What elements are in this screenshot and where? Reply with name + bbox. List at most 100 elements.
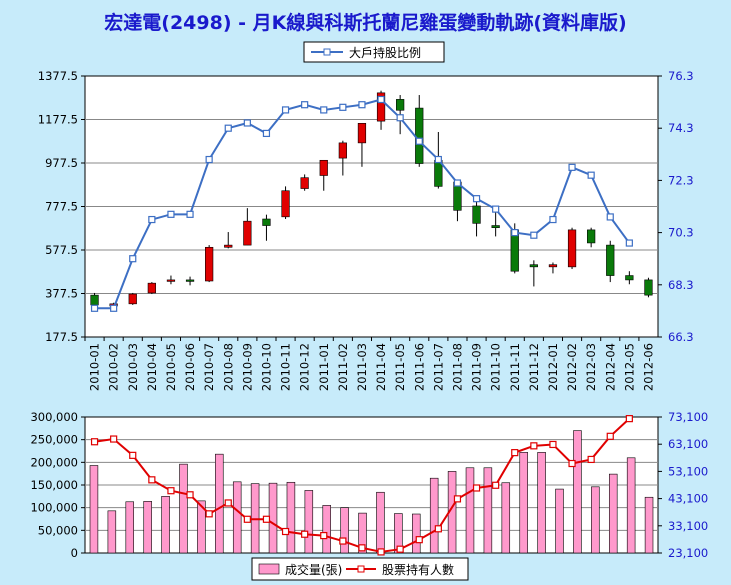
shareholder-point <box>90 438 99 446</box>
x-tick-label: 2010-11 <box>279 343 293 391</box>
bottom-right-tick-label: 53,100 <box>668 464 708 478</box>
top-legend: 大戶持股比例 <box>303 41 445 63</box>
volume-bar <box>161 496 170 554</box>
x-tick-label: 2012-06 <box>641 343 655 391</box>
candle-body <box>396 99 405 111</box>
holder-ratio-point <box>243 119 251 127</box>
shareholder-point <box>129 451 137 459</box>
bottom-legend-volume-label: 成交量(張) <box>285 562 342 577</box>
shareholder-point <box>377 548 385 556</box>
top-right-tick-label: 68.3 <box>668 278 694 292</box>
candle-body <box>243 220 252 246</box>
candle-body <box>415 107 424 164</box>
bottom-left-tick-label: 300,000 <box>30 410 78 424</box>
bottom-legend-marker <box>357 565 365 573</box>
x-tick-label: 2011-10 <box>489 343 503 391</box>
x-tick-label: 2010-12 <box>298 343 312 391</box>
bottom-left-tick-label: 200,000 <box>30 455 78 469</box>
x-tick-label: 2010-08 <box>221 343 235 391</box>
x-tick-label: 2010-06 <box>183 343 197 391</box>
top-left-tick-label: 177.5 <box>45 330 78 344</box>
volume-bar <box>394 513 403 554</box>
x-tick-label: 2011-05 <box>393 343 407 391</box>
shareholder-point <box>358 544 366 552</box>
x-tick-label: 2012-05 <box>622 343 636 391</box>
top-right-tick-label: 70.3 <box>668 226 694 240</box>
top-left-tick-label: 577.5 <box>45 243 78 257</box>
holder-ratio-point <box>472 195 481 203</box>
top-right-tick-label: 66.3 <box>668 330 694 344</box>
candle-body <box>357 123 367 144</box>
holder-ratio-point <box>625 239 633 247</box>
shareholder-point <box>587 455 595 464</box>
volume-bar <box>197 500 206 554</box>
holder-ratio-point <box>205 155 213 164</box>
holder-ratio-point <box>301 101 309 109</box>
volume-bar <box>304 490 314 554</box>
volume-bar <box>89 465 99 554</box>
shareholder-point <box>281 527 290 536</box>
volume-bar <box>429 477 439 554</box>
candle-body <box>185 279 195 282</box>
holder-ratio-point <box>377 95 385 104</box>
bottom-left-tick-label: 150,000 <box>30 478 78 492</box>
top-legend-box <box>303 41 445 63</box>
x-tick-label: 2010-10 <box>259 343 273 391</box>
top-right-tick-label: 74.3 <box>668 121 694 135</box>
bottom-right-tick-label: 43,100 <box>668 492 708 506</box>
chart-title: 宏達電(2498) - 月K線與科斯托蘭尼雞蛋變動軌跡(資料庫版) <box>104 12 627 34</box>
candle-body <box>548 264 558 268</box>
candle-body <box>529 264 538 268</box>
holder-ratio-point <box>492 205 500 213</box>
bottom-legend-bar-swatch <box>258 563 280 575</box>
shareholder-point <box>262 515 271 523</box>
x-tick-label: 2012-01 <box>546 343 560 391</box>
candle-body <box>625 275 634 281</box>
holder-ratio-point <box>415 137 423 145</box>
holder-ratio-point <box>434 155 442 164</box>
holder-ratio-point <box>396 114 404 122</box>
volume-bar <box>573 430 582 554</box>
top-legend-label: 大戶持股比例 <box>349 45 421 60</box>
shareholder-point <box>434 525 442 533</box>
shareholder-point <box>224 499 232 507</box>
x-tick-label: 2010-05 <box>164 343 178 391</box>
candle-body <box>128 293 137 305</box>
x-tick-label: 2011-08 <box>450 343 464 391</box>
top-left-tick-label: 977.5 <box>45 156 78 170</box>
volume-bar <box>286 481 296 554</box>
volume-bar <box>340 507 349 554</box>
bottom-left-tick-label: 100,000 <box>30 501 78 515</box>
shareholder-point <box>492 481 500 489</box>
volume-bar <box>465 467 475 554</box>
volume-bar <box>555 488 564 554</box>
holder-ratio-point <box>339 103 347 111</box>
bottom-left-tick-label: 0 <box>71 546 78 560</box>
holder-ratio-point <box>224 124 232 132</box>
holder-ratio-point <box>148 215 156 224</box>
x-tick-label: 2010-02 <box>107 343 121 391</box>
bottom-legend: 成交量(張) 股票持有人數 <box>251 557 469 581</box>
holder-ratio-point <box>358 101 366 109</box>
bottom-left-tick-label: 50,000 <box>38 523 78 537</box>
candle-body <box>166 279 176 282</box>
shareholder-point <box>568 459 576 468</box>
volume-bar <box>232 481 242 554</box>
volume-bar <box>519 452 528 554</box>
candle-body <box>319 159 328 176</box>
shareholder-point <box>167 487 175 495</box>
holder-ratio-point <box>568 163 576 171</box>
shareholder-point <box>606 432 614 440</box>
candle-body <box>376 92 386 122</box>
candle-body <box>147 282 156 294</box>
holder-ratio-point <box>90 304 99 312</box>
x-tick-label: 2012-04 <box>603 343 617 391</box>
x-tick-label: 2010-04 <box>145 343 159 391</box>
shareholder-point <box>205 510 213 518</box>
x-tick-label: 2010-01 <box>88 343 102 391</box>
holder-ratio-point <box>167 210 175 218</box>
bottom-legend-holders-label: 股票持有人數 <box>382 562 454 577</box>
holder-ratio-point <box>453 179 462 187</box>
candle-body <box>300 177 309 189</box>
holder-ratio-point <box>129 255 137 263</box>
